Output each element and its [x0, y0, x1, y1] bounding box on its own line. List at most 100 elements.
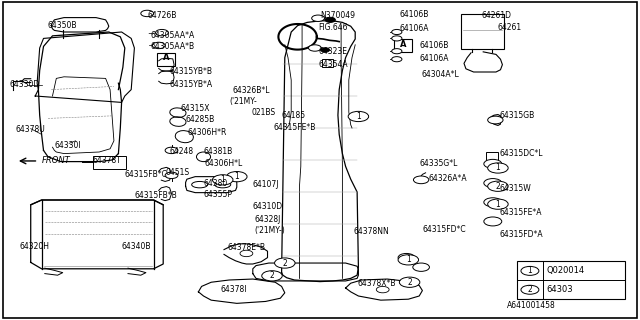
Text: 64330I: 64330I — [54, 141, 81, 150]
Text: 64726B: 64726B — [147, 12, 177, 20]
Circle shape — [141, 10, 154, 17]
Circle shape — [399, 277, 420, 287]
Text: 64354A: 64354A — [319, 60, 348, 69]
Text: 1: 1 — [356, 112, 361, 121]
Circle shape — [488, 181, 508, 191]
Text: 64285B: 64285B — [186, 116, 215, 124]
Ellipse shape — [214, 181, 231, 188]
Circle shape — [165, 147, 178, 154]
Text: 64106A: 64106A — [419, 54, 449, 63]
Circle shape — [325, 17, 335, 22]
Text: 1: 1 — [495, 200, 500, 209]
Text: 64355P: 64355P — [204, 190, 232, 199]
Text: 64378NN: 64378NN — [353, 227, 389, 236]
Text: 2: 2 — [282, 259, 287, 268]
Text: 64304A*L: 64304A*L — [421, 70, 459, 79]
Text: 2: 2 — [269, 271, 275, 280]
Text: Q020014: Q020014 — [547, 266, 585, 276]
Circle shape — [413, 176, 429, 184]
Circle shape — [275, 258, 295, 268]
Text: 64378U: 64378U — [16, 125, 45, 134]
Circle shape — [156, 29, 168, 36]
Circle shape — [484, 179, 502, 188]
Circle shape — [321, 48, 330, 52]
Bar — [157, 53, 175, 66]
Circle shape — [484, 159, 502, 168]
Text: 64330D: 64330D — [10, 80, 40, 89]
Text: 64248: 64248 — [170, 148, 194, 156]
Text: 64303: 64303 — [547, 285, 573, 294]
Circle shape — [488, 199, 508, 209]
Text: 64378E*B: 64378E*B — [227, 243, 265, 252]
Text: 2: 2 — [495, 182, 500, 191]
Text: 64328J: 64328J — [255, 215, 281, 224]
Text: 64185: 64185 — [282, 111, 306, 120]
Text: 2: 2 — [407, 278, 412, 287]
Circle shape — [227, 172, 247, 182]
Circle shape — [392, 57, 402, 62]
Text: 64315GB: 64315GB — [499, 111, 534, 120]
Text: 64320H: 64320H — [19, 242, 49, 251]
Circle shape — [484, 198, 502, 207]
Circle shape — [240, 250, 253, 257]
Text: 1: 1 — [234, 172, 239, 181]
Circle shape — [484, 217, 502, 226]
Circle shape — [398, 253, 415, 262]
Text: 64315FD*A: 64315FD*A — [499, 230, 543, 239]
Text: 64378X*B: 64378X*B — [357, 279, 396, 288]
Circle shape — [488, 163, 508, 173]
Text: 64261D: 64261D — [481, 11, 511, 20]
Text: 64315YB*A: 64315YB*A — [170, 80, 212, 89]
Text: FRONT: FRONT — [42, 156, 70, 165]
Text: 64381B: 64381B — [204, 148, 233, 156]
Text: 64305AA*A: 64305AA*A — [150, 31, 195, 40]
Bar — [322, 59, 333, 67]
Circle shape — [392, 29, 402, 35]
Text: 64323E: 64323E — [319, 47, 348, 56]
Text: 64310D: 64310D — [253, 202, 283, 211]
Circle shape — [392, 49, 402, 54]
Circle shape — [521, 266, 539, 275]
Bar — [486, 152, 498, 161]
Text: 64315FB*B: 64315FB*B — [134, 191, 177, 200]
Text: 64326A*A: 64326A*A — [429, 174, 467, 183]
Text: 021BS: 021BS — [252, 108, 276, 117]
Text: 1: 1 — [495, 164, 500, 172]
Text: 64315FD*C: 64315FD*C — [422, 225, 466, 234]
Text: A641001458: A641001458 — [507, 301, 556, 310]
Bar — [517, 261, 625, 299]
Text: 64340B: 64340B — [122, 242, 151, 251]
Circle shape — [212, 175, 233, 185]
Text: A: A — [163, 53, 169, 62]
Text: 64107J: 64107J — [253, 180, 279, 189]
Text: 64261: 64261 — [498, 23, 522, 32]
Text: 64326B*L: 64326B*L — [232, 86, 270, 95]
Circle shape — [262, 271, 282, 281]
Text: 64378I: 64378I — [221, 285, 247, 294]
Text: 64315X: 64315X — [180, 104, 210, 113]
Text: A: A — [400, 40, 406, 49]
Circle shape — [398, 255, 419, 265]
Text: 1: 1 — [527, 266, 532, 276]
Bar — [461, 14, 504, 49]
Text: 64106A: 64106A — [399, 24, 429, 33]
Ellipse shape — [192, 181, 207, 188]
Text: 64315FE*A: 64315FE*A — [499, 208, 541, 217]
Text: 64315FE*B: 64315FE*B — [274, 123, 316, 132]
Bar — [394, 39, 412, 52]
Text: 0451S: 0451S — [165, 168, 189, 177]
Text: 64335G*L: 64335G*L — [419, 159, 458, 168]
Text: 64315YB*B: 64315YB*B — [170, 68, 212, 76]
Bar — [93, 156, 126, 169]
Text: 64306H*R: 64306H*R — [188, 128, 227, 137]
Text: 2: 2 — [527, 285, 532, 294]
Text: 64315DC*L: 64315DC*L — [499, 149, 543, 158]
Text: 64315FB*C: 64315FB*C — [125, 170, 168, 179]
Circle shape — [348, 111, 369, 122]
Text: 64380: 64380 — [204, 179, 228, 188]
Text: ('21MY-): ('21MY-) — [255, 226, 285, 235]
Text: 64315W: 64315W — [499, 184, 531, 193]
Circle shape — [392, 36, 402, 41]
Circle shape — [488, 116, 503, 124]
Circle shape — [312, 15, 324, 21]
